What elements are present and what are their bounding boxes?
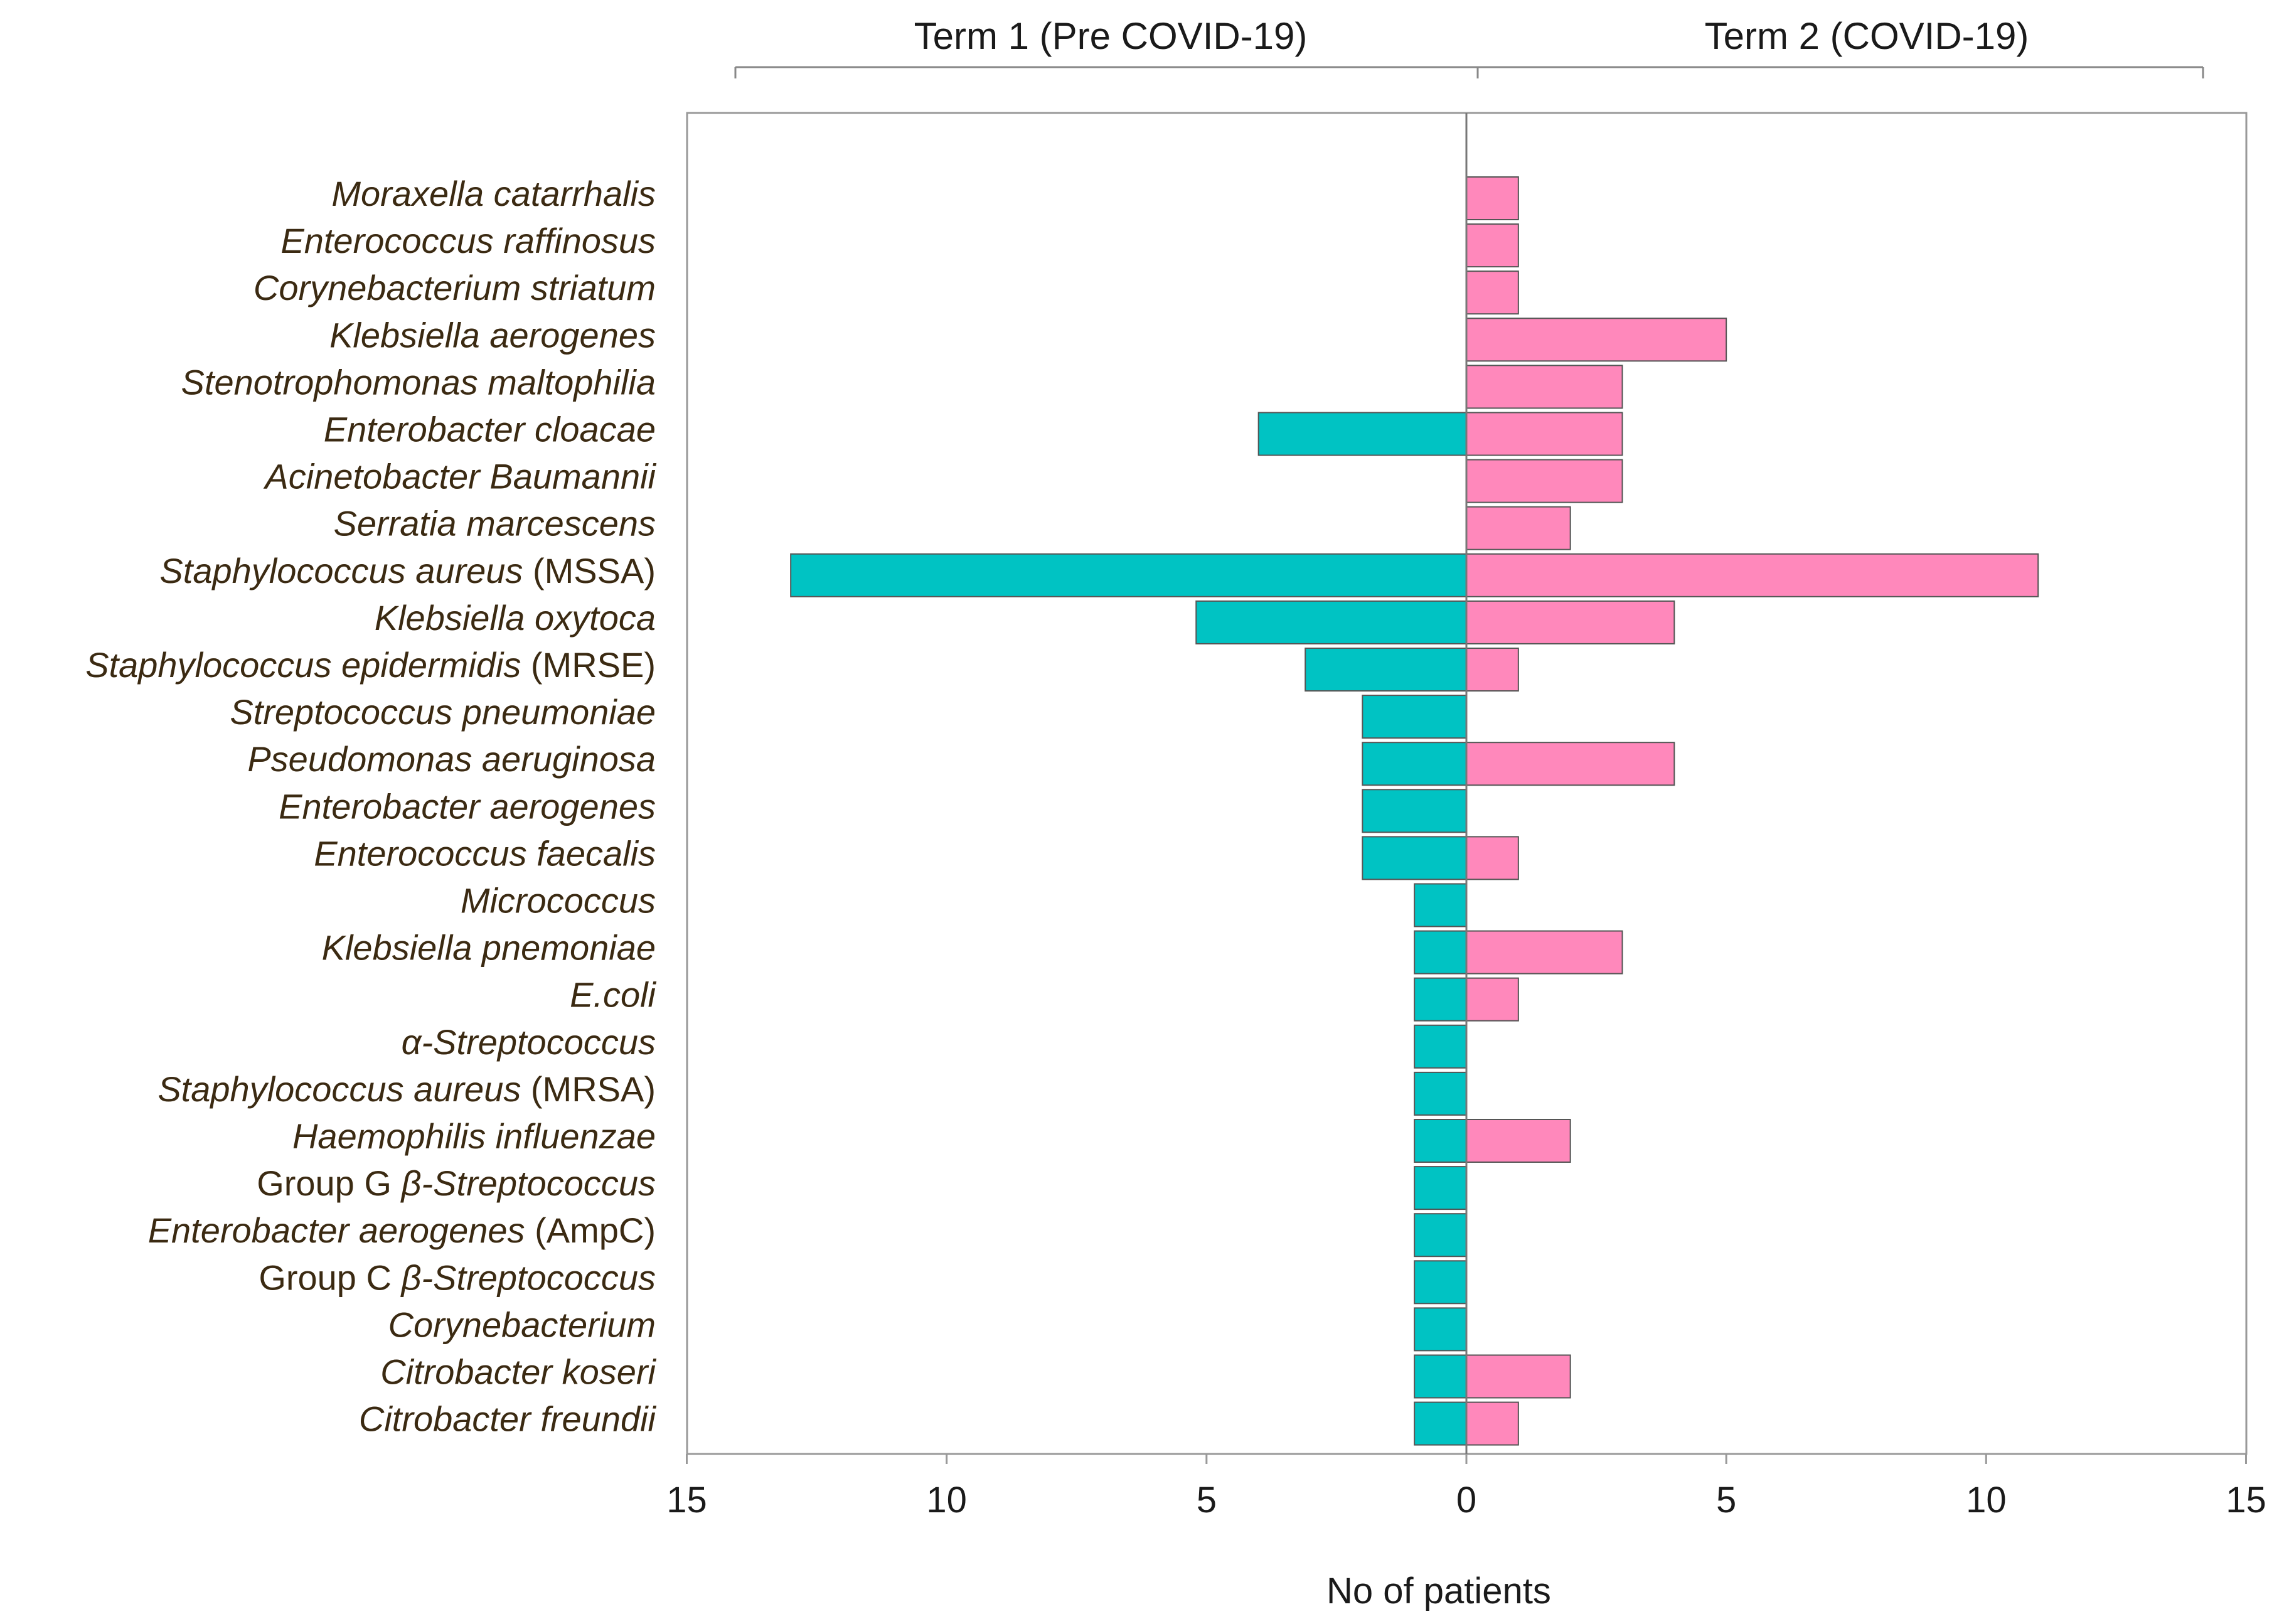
category-label-citrobacter-freundii: Citrobacter freundii [359, 1399, 657, 1439]
x-tick-label: 5 [1197, 1480, 1217, 1520]
term1-bar-enterococcus-faecalis [1362, 836, 1467, 880]
term1-bar-micrococcus [1414, 883, 1468, 927]
term2-bar-citrobacter-freundii [1466, 1401, 1519, 1446]
category-label-pseudomonas-aeruginosa: Pseudomonas aeruginosa [247, 739, 656, 779]
x-tick-label: 15 [2226, 1480, 2266, 1520]
term2-bar-stenotrophomonas-maltophilia [1466, 365, 1623, 409]
term1-bar-group-g-streptococcus [1414, 1166, 1468, 1210]
term1-bar-streptococcus [1414, 1024, 1468, 1069]
x-tick-label: 15 [666, 1480, 707, 1520]
x-axis-title: No of patients [1326, 1571, 1551, 1611]
category-label-acinetobacter-baumannii: Acinetobacter Baumannii [263, 457, 656, 496]
term1-bar-haemophilis-influenzae [1414, 1119, 1468, 1163]
term2-bar-staphylococcus-epidermidis-mrse [1466, 648, 1519, 692]
term2-bar-haemophilis-influenzae [1466, 1119, 1571, 1163]
term1-bar-staphylococcus-aureus-mssa [790, 553, 1467, 597]
term1-bar-group-c-streptococcus [1414, 1260, 1468, 1305]
term1-bar-klebsiella-oxytoca [1195, 600, 1468, 644]
x-tick-label: 10 [1966, 1480, 2007, 1520]
term2-bar-klebsiella-oxytoca [1466, 600, 1675, 644]
x-tick-label: 10 [926, 1480, 967, 1520]
category-label-staphylococcus-epidermidis-mrse: Staphylococcus epidermidis (MRSE) [85, 645, 656, 685]
term2-bar-staphylococcus-aureus-mssa [1466, 553, 2039, 597]
term1-bar-enterobacter-cloacae [1257, 412, 1467, 456]
term2-bar-pseudomonas-aeruginosa [1466, 742, 1675, 786]
term2-bar-citrobacter-koseri [1466, 1354, 1571, 1399]
category-label-enterobacter-aerogenes-ampc: Enterobacter aerogenes (AmpC) [148, 1210, 656, 1250]
term2-bracket [1476, 66, 2204, 78]
term1-bar-klebsiella-pnemoniae [1414, 930, 1468, 975]
category-labels: Moraxella catarrhalis Enterococcus raffin… [85, 174, 656, 1439]
bars-group [790, 176, 2039, 1446]
term1-bar-staphylococcus-aureus-mrsa [1414, 1071, 1468, 1116]
term1-bar-citrobacter-koseri [1414, 1354, 1468, 1399]
term1-bracket [734, 66, 1478, 78]
term2-bar-klebsiella-aerogenes [1466, 318, 1727, 362]
term1-bar-enterobacter-aerogenes [1362, 789, 1467, 833]
category-label-klebsiella-aerogenes: Klebsiella aerogenes [329, 315, 656, 355]
category-label-enterobacter-cloacae: Enterobacter cloacae [324, 410, 656, 449]
category-label-micrococcus: Micrococcus [461, 881, 656, 921]
category-label-klebsiella-pnemoniae: Klebsiella pnemoniae [322, 928, 656, 968]
term1-bar-corynebacterium [1414, 1307, 1468, 1352]
category-label-haemophilis-influenzae: Haemophilis influenzae [292, 1116, 656, 1156]
category-label-stenotrophomonas-maltophilia: Stenotrophomonas maltophilia [181, 362, 656, 402]
category-label-streptococcus-pneumoniae: Streptococcus pneumoniae [230, 692, 656, 732]
term2-bar-enterococcus-faecalis [1466, 836, 1519, 880]
category-label-serratia-marcescens: Serratia marcescens [333, 504, 656, 543]
term1-bar-citrobacter-freundii [1414, 1401, 1468, 1446]
category-label-enterococcus-raffinosus: Enterococcus raffinosus [280, 221, 656, 260]
category-label-corynebacterium-striatum: Corynebacterium striatum [253, 268, 656, 307]
term1-bar-e-coli [1414, 977, 1468, 1022]
category-label-group-g-streptococcus: Group G β-Streptococcus [257, 1163, 656, 1203]
term2-bar-enterococcus-raffinosus [1466, 223, 1519, 268]
category-label-staphylococcus-aureus-mssa: Staphylococcus aureus (MSSA) [159, 551, 656, 590]
term1-bar-pseudomonas-aeruginosa [1362, 742, 1467, 786]
term2-bar-klebsiella-pnemoniae [1466, 930, 1623, 975]
category-label-streptococcus: α-Streptococcus [402, 1022, 656, 1062]
x-tick-label: 5 [1716, 1480, 1736, 1520]
term1-bar-staphylococcus-epidermidis-mrse [1305, 648, 1467, 692]
term2-label: Term 2 (COVID-19) [1705, 15, 2029, 57]
category-label-klebsiella-oxytoca: Klebsiella oxytoca [375, 598, 656, 638]
term2-bar-moraxella-catarrhalis [1466, 176, 1519, 220]
category-label-staphylococcus-aureus-mrsa: Staphylococcus aureus (MRSA) [157, 1069, 656, 1109]
term2-bar-serratia-marcescens [1466, 506, 1571, 550]
category-label-enterobacter-aerogenes: Enterobacter aerogenes [279, 786, 656, 826]
category-label-citrobacter-koseri: Citrobacter koseri [380, 1352, 656, 1392]
category-label-moraxella-catarrhalis: Moraxella catarrhalis [331, 174, 656, 213]
category-label-e-coli: E.coli [570, 975, 656, 1015]
term2-bar-corynebacterium-striatum [1466, 270, 1519, 315]
x-axis-ticks: 15 10 5 0 5 10 15 [666, 1454, 2266, 1520]
category-label-corynebacterium: Corynebacterium [388, 1305, 656, 1344]
term2-bar-acinetobacter-baumannii [1466, 459, 1623, 503]
category-label-enterococcus-faecalis: Enterococcus faecalis [314, 833, 656, 873]
term2-bar-enterobacter-cloacae [1466, 412, 1623, 456]
term1-label: Term 1 (Pre COVID-19) [914, 15, 1308, 57]
x-tick-label: 0 [1456, 1480, 1476, 1520]
term1-bar-enterobacter-aerogenes-ampc [1414, 1213, 1468, 1258]
term2-bar-e-coli [1466, 977, 1519, 1022]
term1-bar-streptococcus-pneumoniae [1362, 695, 1467, 739]
category-label-group-c-streptococcus: Group C β-Streptococcus [259, 1258, 656, 1297]
